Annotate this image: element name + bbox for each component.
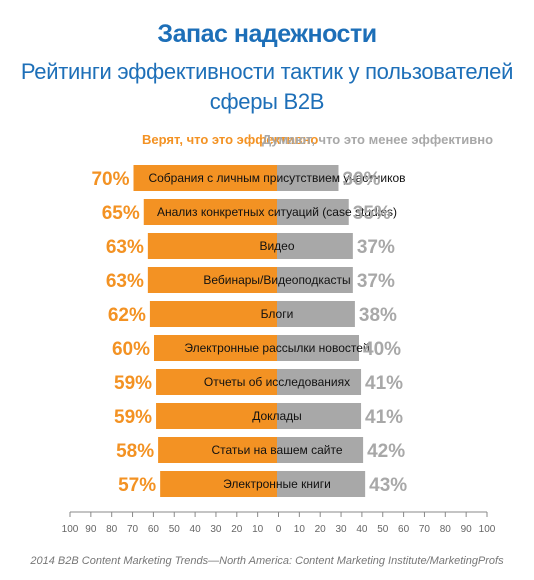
bar-less-effective <box>277 471 366 497</box>
x-tick-label: 70 <box>127 524 139 535</box>
x-tick-label: 80 <box>106 524 118 535</box>
bar-effective <box>149 301 277 327</box>
value-label-less-effective: 40% <box>363 339 401 360</box>
bar-effective <box>160 471 277 497</box>
category-label: Анализ конкретных ситуаций (case studies… <box>157 205 397 219</box>
chart-title: Запас надежности <box>157 20 377 48</box>
subtitle-line-2: сферы B2B <box>209 89 325 114</box>
x-tick-label: 10 <box>294 524 306 535</box>
value-label-less-effective: 41% <box>365 407 403 428</box>
category-label: Электронные книги <box>223 477 331 491</box>
category-label: Отчеты об исследованиях <box>204 375 350 389</box>
x-tick-label: 30 <box>210 524 222 535</box>
bar-less-effective <box>277 165 339 191</box>
value-label-less-effective: 30% <box>343 169 381 190</box>
value-label-less-effective: 35% <box>353 203 391 224</box>
value-label-less-effective: 38% <box>359 305 397 326</box>
bar-effective <box>158 437 277 463</box>
value-label-effective: 63% <box>106 271 144 292</box>
subtitle-line-1: Рейтинги эффективности тактик у пользова… <box>20 59 514 84</box>
bar-less-effective <box>277 267 353 293</box>
value-label-effective: 58% <box>116 441 154 462</box>
value-label-effective: 59% <box>114 373 152 394</box>
x-tick-label: 60 <box>148 524 160 535</box>
x-tick-label: 60 <box>398 524 410 535</box>
value-label-effective: 70% <box>91 169 129 190</box>
value-label-effective: 57% <box>118 475 156 496</box>
bar-less-effective <box>277 369 362 395</box>
value-label-less-effective: 37% <box>357 271 395 292</box>
x-tick-label: 30 <box>335 524 347 535</box>
x-tick-label: 40 <box>356 524 368 535</box>
bar-effective <box>156 403 277 429</box>
x-tick-label: 50 <box>377 524 389 535</box>
category-label: Статьи на вашем сайте <box>211 443 342 457</box>
category-label: Вебинары/Видеоподкасты <box>203 273 350 287</box>
value-label-effective: 59% <box>114 407 152 428</box>
x-tick-label: 0 <box>276 524 282 535</box>
bar-less-effective <box>277 233 353 259</box>
value-label-less-effective: 43% <box>369 475 407 496</box>
category-label: Блоги <box>261 307 294 321</box>
bar-less-effective <box>277 301 355 327</box>
x-tick-label: 100 <box>479 524 496 535</box>
bar-effective <box>156 369 277 395</box>
chart-subtitle: Рейтинги эффективности тактик у пользова… <box>0 57 534 117</box>
bar-less-effective <box>277 437 364 463</box>
source-footer: 2014 B2B Content Marketing Trends—North … <box>30 555 504 567</box>
bar-less-effective <box>277 335 359 361</box>
bar-effective <box>147 267 277 293</box>
bar-effective <box>154 335 277 361</box>
x-tick-label: 20 <box>231 524 243 535</box>
category-label: Доклады <box>252 409 302 423</box>
legend-less-effective: Думают, что это менее эффективно <box>262 132 494 147</box>
x-tick-label: 90 <box>461 524 473 535</box>
value-label-less-effective: 42% <box>367 441 405 462</box>
x-tick-label: 100 <box>62 524 79 535</box>
category-label: Видео <box>259 239 294 253</box>
category-label: Собрания с личным присутствием участнико… <box>148 171 405 185</box>
value-label-less-effective: 41% <box>365 373 403 394</box>
bar-effective <box>133 165 277 191</box>
x-tick-label: 50 <box>169 524 181 535</box>
x-tick-label: 90 <box>85 524 97 535</box>
x-tick-label: 10 <box>252 524 264 535</box>
bar-less-effective <box>277 199 349 225</box>
value-label-effective: 63% <box>106 237 144 258</box>
value-label-effective: 65% <box>102 203 140 224</box>
legend-effective: Верят, что это эффективно <box>142 132 319 147</box>
bar-less-effective <box>277 403 362 429</box>
x-tick-label: 70 <box>419 524 431 535</box>
x-tick-label: 80 <box>440 524 452 535</box>
value-label-effective: 60% <box>112 339 150 360</box>
category-label: Электронные рассылки новостей <box>184 341 369 355</box>
bar-effective <box>147 233 277 259</box>
x-tick-label: 40 <box>190 524 202 535</box>
bar-effective <box>143 199 277 225</box>
value-label-effective: 62% <box>108 305 146 326</box>
value-label-less-effective: 37% <box>357 237 395 258</box>
x-tick-label: 20 <box>315 524 327 535</box>
